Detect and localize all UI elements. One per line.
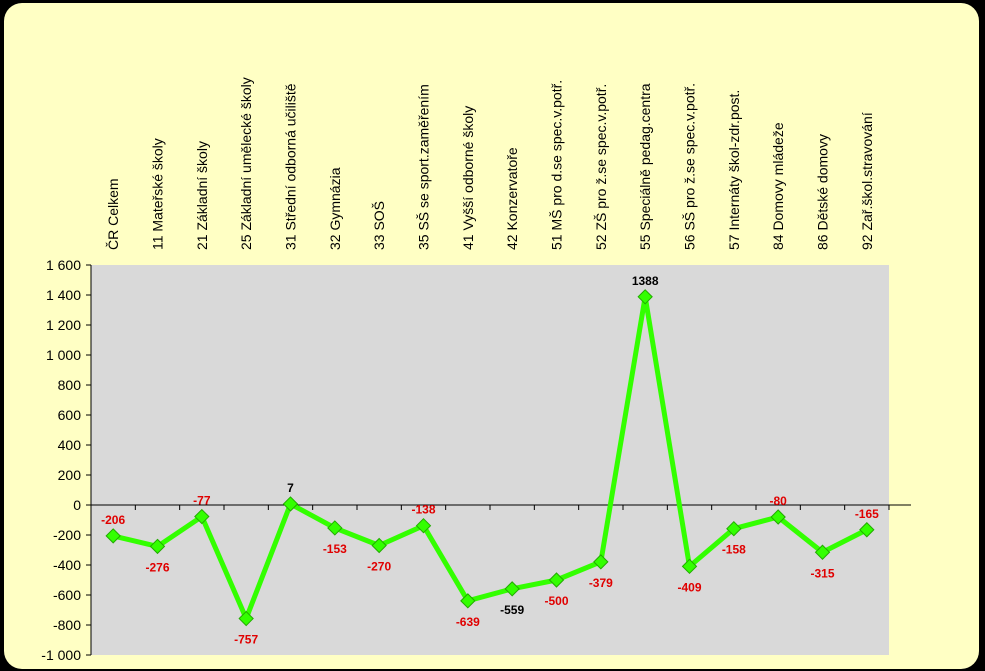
chart-card: -1 000 -800 -600 -400 -200 0 200 400 600 800 1 000… [4, 3, 979, 669]
category-label: 86 Dětské domovy [815, 134, 831, 250]
data-label: -77 [193, 494, 211, 508]
y-tick-label: 800 [58, 377, 82, 393]
category-label: 35 SŠ se sport.zaměřením [416, 84, 432, 250]
y-tick-label: 600 [58, 407, 82, 423]
data-label: -639 [456, 615, 480, 629]
data-label: -315 [810, 566, 834, 580]
category-label: 25 Základní umělecké školy [238, 77, 254, 250]
data-label: -158 [722, 543, 746, 557]
category-label: 84 Domovy mládeže [770, 122, 786, 250]
data-point [504, 581, 520, 597]
category-label: 32 Gymnázia [327, 167, 343, 250]
category-label: 92 Zař.škol.stravování [859, 112, 875, 250]
category-label: 42 Konzervatoře [504, 147, 520, 250]
data-label: -80 [769, 494, 787, 508]
data-point [814, 544, 831, 560]
data-point [548, 572, 565, 588]
y-tick-label: 1 400 [46, 287, 81, 303]
y-tick-label: -600 [53, 587, 81, 603]
data-label: -276 [145, 560, 169, 574]
data-label: -206 [101, 513, 125, 527]
x-axis-category-labels: ČR Celkem 11 Mateřské školy 21 Základní šk… [105, 77, 875, 250]
data-point [460, 593, 476, 609]
plot-area [91, 265, 889, 655]
data-point [282, 496, 299, 512]
data-label: -153 [323, 542, 347, 556]
data-point [238, 610, 254, 627]
data-label: -757 [234, 633, 258, 647]
data-point [681, 558, 698, 575]
series-line [112, 294, 868, 622]
data-point [593, 554, 609, 570]
series [105, 289, 875, 627]
y-tick-label: 1 200 [46, 317, 81, 333]
data-label: -409 [677, 580, 701, 594]
data-point [637, 289, 653, 305]
y-tick-label: 1 600 [46, 257, 81, 273]
category-label: 51 MŠ pro d.se spec.v.potř. [549, 80, 565, 250]
y-tick-label: -400 [53, 557, 81, 573]
data-label: 7 [287, 481, 294, 495]
data-labels: -206 -276 -77 -757 7 -153 -270 -138 -639 -559 -500… [101, 274, 879, 647]
y-tick-label: -1 000 [41, 647, 81, 663]
y-tick-label: 0 [73, 497, 81, 513]
data-label: 1388 [632, 274, 659, 288]
category-label: 41 Vyšší odborné školy [460, 106, 476, 250]
data-label: -138 [411, 503, 435, 517]
data-point [770, 509, 786, 525]
data-point [859, 522, 875, 538]
category-label: 33 SOŠ [371, 201, 387, 250]
data-label: -379 [589, 576, 613, 590]
y-tick-label: 1 000 [46, 347, 81, 363]
data-label: -165 [855, 507, 879, 521]
line-chart: -1 000 -800 -600 -400 -200 0 200 400 600 800 1 000… [41, 77, 911, 663]
data-point [371, 537, 387, 554]
y-tick-label: 200 [58, 467, 82, 483]
category-label: 55 Speciálně pedag.centra [637, 83, 653, 250]
y-tick-label: -800 [53, 617, 81, 633]
category-label: 11 Mateřské školy [150, 138, 166, 250]
category-label: ČR Celkem [105, 178, 121, 250]
category-label: 57 Internáty škol-zdr.post. [726, 90, 742, 250]
y-tick-label: -200 [53, 527, 81, 543]
data-point [415, 517, 432, 534]
category-label: 56 SŠ pro ž.se spec.v.potř. [682, 83, 698, 250]
data-point [726, 520, 742, 537]
category-label: 31 Střední odborná učiliště [283, 83, 299, 250]
category-label: 52 ZŠ pro ž.se spec.v.potř. [593, 84, 609, 250]
y-tick-label: 400 [58, 437, 82, 453]
data-label: -270 [367, 560, 391, 574]
data-point [105, 528, 121, 544]
y-axis: -1 000 -800 -600 -400 -200 0 200 400 600 800 1 000… [41, 257, 911, 663]
category-label: 21 Základní školy [194, 141, 210, 250]
data-point [194, 508, 210, 525]
data-label: -500 [544, 594, 568, 608]
data-label: -559 [500, 603, 524, 617]
data-point [149, 538, 166, 555]
data-point [327, 520, 343, 536]
